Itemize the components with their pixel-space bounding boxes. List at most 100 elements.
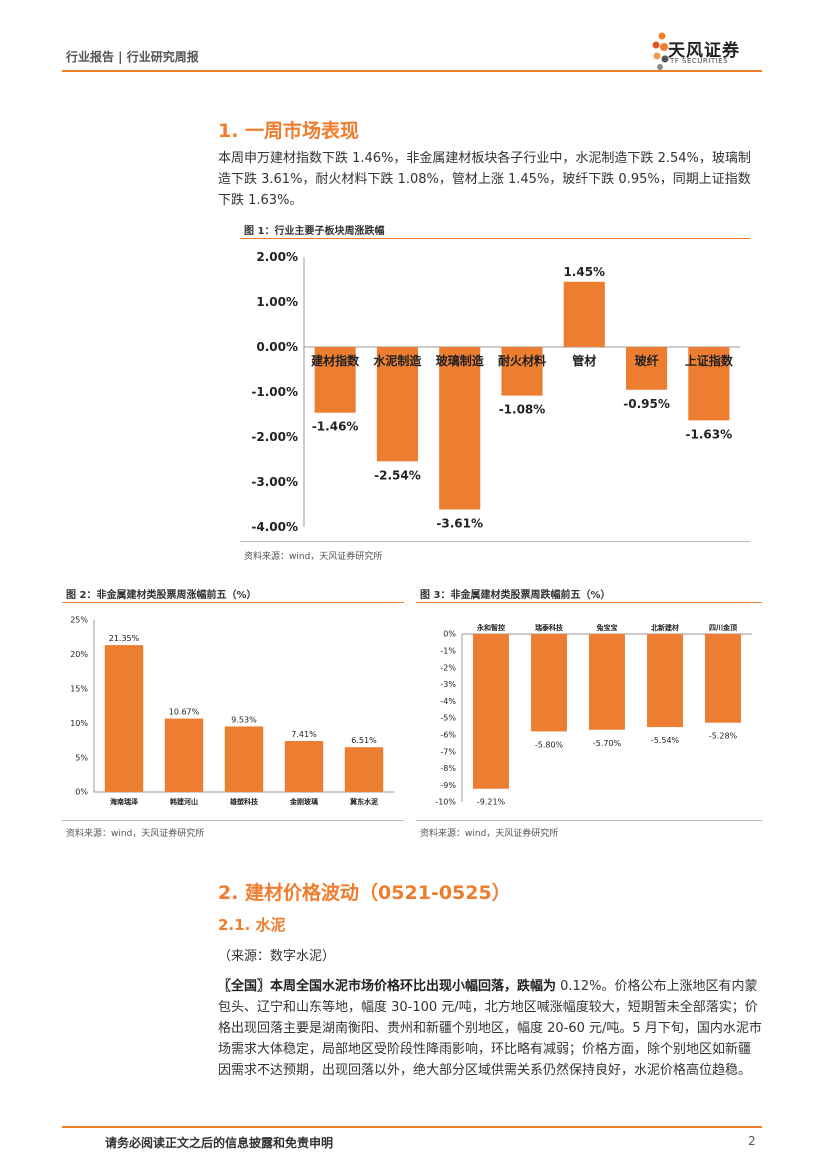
section-1-title: 1. 一周市场表现 — [218, 120, 360, 142]
data-label: -1.08% — [499, 403, 546, 417]
data-label: -5.80% — [535, 740, 564, 749]
bar — [344, 747, 384, 792]
fig2-title: 图 2：非金属建材类股票周涨幅前五（%） — [66, 590, 257, 601]
bar — [439, 347, 481, 510]
fig1-chart: 2.00% 1.00% 0.00% -1.00% -2.00% -3.00% -4.00% -… — [251, 250, 740, 534]
category-label: 四川金顶 — [709, 623, 737, 632]
page-number: 2 — [748, 1134, 756, 1148]
fig2-source: 资料来源：wind，天风证券研究所 — [66, 829, 205, 839]
data-label: 10.67% — [169, 708, 200, 717]
body-text: 价格公布上涨地区有内蒙包头、辽宁和山东等地，幅度 30-100 元/吨，北方地区… — [218, 979, 762, 1078]
bar — [314, 347, 356, 413]
logo-text: 天风证券 — [668, 41, 740, 61]
data-label: 9.53% — [231, 715, 257, 724]
category-label: 兔宝宝 — [596, 623, 618, 632]
fig3-bottom-rule — [416, 820, 762, 821]
bar — [501, 347, 543, 396]
y-tick-label: 0.00% — [256, 340, 298, 354]
footer-disclaimer: 请务必阅读正文之后的信息披露和免责申明 — [105, 1136, 334, 1150]
bar — [284, 741, 324, 792]
y-tick-label: -4% — [440, 697, 456, 706]
y-tick-label: 0% — [75, 788, 88, 797]
bar — [688, 347, 730, 421]
y-tick-label: -9% — [440, 781, 456, 790]
section-2-title: 2. 建材价格波动（0521-0525） — [218, 882, 511, 904]
category-label: 耐火材料 — [498, 353, 546, 368]
data-label: 1.45% — [563, 265, 605, 279]
y-tick-label: -6% — [440, 730, 456, 739]
category-label: 雄塑科技 — [229, 797, 259, 806]
category-label: 金刚玻璃 — [289, 797, 318, 806]
category-label: 玻纤 — [635, 353, 659, 368]
y-tick-label: -10% — [435, 798, 456, 807]
y-tick-label: -8% — [440, 764, 456, 773]
section-1-text: 本周申万建材指数下跌 1.46%，非金属建材板块各子行业中，水泥制造下跌 2.5… — [218, 151, 751, 208]
y-tick-label: -2% — [440, 663, 456, 672]
category-label: 海南瑞泽 — [110, 797, 138, 806]
header-divider — [62, 70, 762, 72]
bar — [164, 718, 204, 792]
y-tick-label: -3% — [440, 680, 456, 689]
category-label: 冀东水泥 — [350, 797, 378, 806]
y-tick-label: -1% — [440, 646, 456, 655]
bar — [647, 634, 683, 728]
y-tick-label: 15% — [70, 684, 88, 693]
fig3-chart: 0% -1% -2% -3% -4% -5% -6% -7% -8% -9% -10% -9.21% 永… — [435, 623, 752, 807]
category-label: 水泥制造 — [373, 353, 422, 368]
bar — [224, 726, 264, 792]
fig1-title: 图 1：行业主要子板块周涨跌幅 — [244, 226, 385, 237]
y-tick-label: 2.00% — [256, 250, 298, 264]
section-2-1-title: 2.1. 水泥 — [218, 916, 286, 934]
y-tick-label: -7% — [440, 747, 456, 756]
data-label: -3.61% — [436, 516, 483, 530]
category-label: 管材 — [572, 353, 596, 368]
fig3-source: 资料来源：wind，天风证券研究所 — [420, 829, 559, 839]
category-label: 永和智控 — [476, 623, 505, 632]
bar — [473, 634, 509, 789]
fig3-title: 图 3：非金属建材类股票周跌幅前五（%） — [420, 590, 611, 601]
fig3-top-rule — [416, 602, 762, 603]
lead-sentence: 〖全国〗本周全国水泥市场价格环比出现小幅回落，跌幅为 — [218, 979, 557, 994]
y-tick-label: -2.00% — [251, 430, 298, 444]
bar — [589, 634, 625, 730]
section-2-body: 〖全国〗本周全国水泥市场价格环比出现小幅回落，跌幅为 0.12%。价格公布上涨地… — [218, 976, 763, 1081]
data-label: 6.51% — [351, 736, 377, 745]
category-label: 建材指数 — [310, 353, 360, 368]
category-label: 北新建材 — [651, 623, 679, 632]
bar — [531, 634, 567, 732]
y-tick-label: 0% — [443, 630, 456, 639]
fig2-top-rule — [62, 602, 404, 603]
y-tick-label: -5% — [440, 714, 456, 723]
y-tick-label: -3.00% — [251, 475, 298, 489]
y-tick-label: 20% — [70, 650, 88, 659]
y-tick-label: 25% — [70, 616, 88, 625]
fig2-chart: 25% 20% 15% 10% 5% 0% 21.35% 海南瑞泽 10.67% 韩建河山 9.53… — [70, 616, 394, 806]
data-label: -5.70% — [593, 739, 622, 748]
bar — [563, 281, 605, 347]
bar — [376, 347, 418, 462]
bar — [104, 645, 144, 792]
y-tick-label: 10% — [70, 719, 88, 728]
data-label: -1.46% — [312, 420, 359, 434]
fig1-source: 资料来源：wind，天风证券研究所 — [244, 552, 383, 562]
header-breadcrumb: 行业报告 | 行业研究周报 — [66, 50, 199, 64]
fig2-bottom-rule — [62, 820, 404, 821]
section-2-source-note: （来源：数字水泥） — [218, 949, 336, 964]
data-label: -0.95% — [623, 397, 670, 411]
y-tick-label: 1.00% — [256, 295, 298, 309]
data-label: 7.41% — [291, 730, 317, 739]
category-label: 上证指数 — [685, 353, 734, 368]
y-tick-label: -1.00% — [251, 385, 298, 399]
category-label: 韩建河山 — [170, 797, 198, 806]
data-label: 21.35% — [109, 634, 140, 643]
y-tick-label: -4.00% — [251, 520, 298, 534]
footer-divider — [62, 1126, 762, 1128]
data-label: -2.54% — [374, 468, 421, 482]
bar — [626, 347, 668, 390]
tf-logo-icon — [652, 32, 669, 70]
bar — [705, 634, 741, 723]
y-tick-label: 5% — [75, 753, 88, 762]
lead-value: 0.12%。 — [556, 979, 615, 994]
data-label: -1.63% — [686, 427, 733, 441]
category-label: 瑞泰科技 — [535, 623, 564, 632]
